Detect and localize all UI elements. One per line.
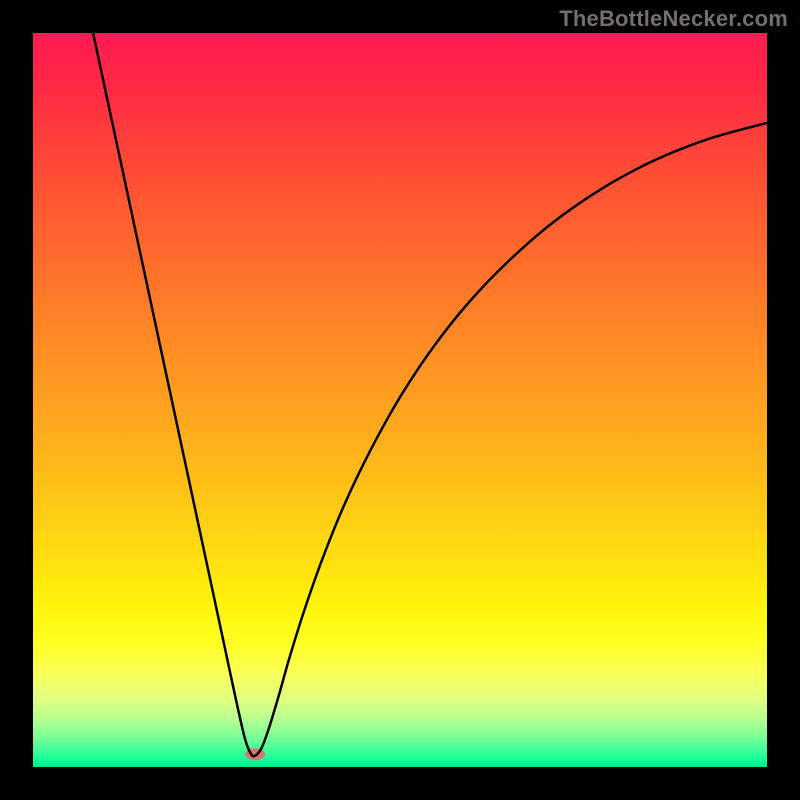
chart-svg: [33, 33, 767, 767]
gradient-background: [33, 33, 767, 767]
chart-container: TheBottleNecker.com: [0, 0, 800, 800]
plot-area: [33, 33, 767, 767]
watermark-text: TheBottleNecker.com: [559, 6, 788, 32]
